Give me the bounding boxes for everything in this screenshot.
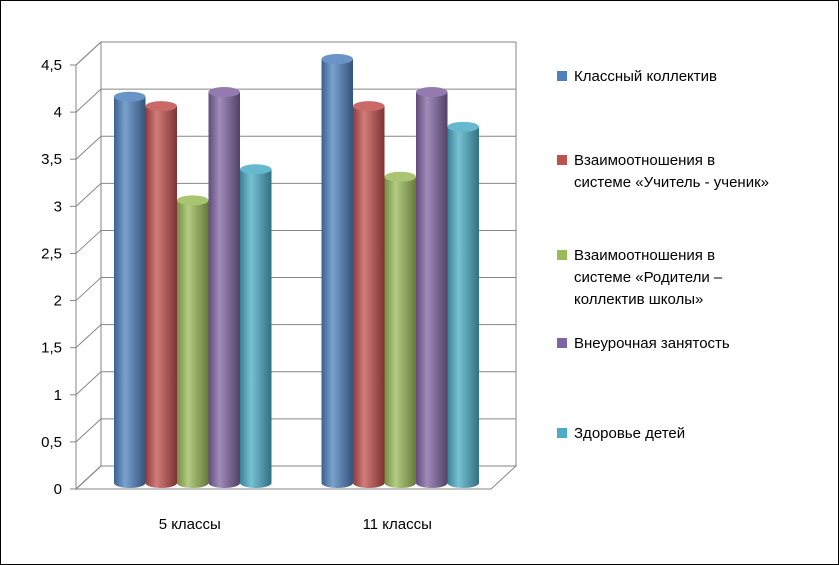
y-tick-label: 1 [54,387,62,404]
gridline-side [75,230,102,254]
legend-label: Классный коллектив [574,68,717,85]
legend-label: Взаимоотношения в [574,152,715,169]
bar-body [177,200,209,489]
legend-item: Взаимоотношения в системе «Учитель - учен… [557,152,769,191]
bar [114,91,146,488]
legend-item: Здоровье детей [557,425,685,442]
gridline-side [75,418,102,443]
bar-top [384,171,416,182]
x-category-label: 5 классы [159,516,221,533]
legend-swatch [557,155,567,165]
legend-swatch [557,338,567,348]
bar [353,101,385,488]
legend: Классный коллектив Взаимоотношения в систе… [557,68,769,442]
gridline-side [75,41,102,66]
x-axis: 5 классы 11 классы [159,516,432,533]
gridline-side [75,182,102,207]
gridline-side [75,277,102,301]
bar-top [145,101,177,112]
bar-top [208,86,240,97]
bar-top [447,121,479,132]
y-tick-label: 2,5 [41,245,62,262]
bar [384,171,416,488]
bar-top [321,54,353,64]
bar-top [416,86,448,97]
bar-body [384,176,416,488]
legend-label: коллектив школы» [574,291,703,308]
bar-body [353,106,385,488]
legend-label: Здоровье детей [574,425,685,442]
gridline-side [75,371,102,396]
legend-label: Взаимоотношения в [574,247,715,264]
gridline-side [75,465,102,490]
y-tick-label: 4,5 [41,57,62,74]
bars [114,54,479,489]
y-tick-label: 3 [54,198,62,215]
legend-swatch [557,71,567,81]
bar-body [321,59,353,488]
bar [145,101,177,488]
legend-label: системе «Родители – [574,269,723,286]
bar [177,195,209,489]
bar [321,54,353,488]
legend-item: Внеурочная занятость [557,335,730,352]
y-tick-label: 1,5 [41,340,62,357]
y-tick-label: 3,5 [41,151,62,168]
bar-top [353,101,385,112]
bar [240,164,272,489]
bar [416,86,448,488]
legend-swatch [557,428,567,438]
y-axis: 0 0,5 1 1,5 2 2,5 3 3,5 4 4,5 [41,57,77,498]
y-tick-label: 0 [54,481,62,498]
gridline-side [75,324,102,349]
legend-item: Взаимоотношения в системе «Родители – колл… [557,247,723,308]
legend-label: Внеурочная занятость [574,335,730,352]
y-tick-label: 0,5 [41,434,62,451]
legend-item: Классный коллектив [557,68,717,85]
legend-swatch [557,250,567,260]
legend-label: системе «Учитель - ученик» [574,174,769,191]
bar-top [177,195,209,206]
bar-body [447,126,479,488]
bar [447,121,479,488]
bar-top [240,164,272,175]
bar-body [114,96,146,488]
bar-body [145,106,177,488]
bar-body [240,169,272,489]
gridline-side [75,88,102,113]
y-tick-label: 4 [54,104,62,121]
bar-body [208,91,240,488]
y-tick-label: 2 [54,293,62,310]
x-category-label: 11 классы [363,516,432,533]
bar [208,86,240,488]
bar-body [416,91,448,488]
gridline-side [75,135,102,160]
bar-top [114,91,146,102]
